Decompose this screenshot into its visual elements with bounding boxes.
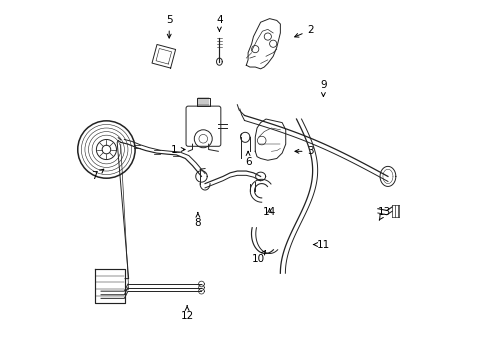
Text: 10: 10 — [252, 251, 265, 264]
Text: 4: 4 — [216, 15, 222, 31]
Text: 8: 8 — [194, 212, 201, 228]
Text: 7: 7 — [91, 169, 103, 181]
Text: 13: 13 — [377, 207, 390, 220]
Text: 9: 9 — [320, 80, 326, 96]
Text: 5: 5 — [165, 15, 172, 38]
Text: 14: 14 — [263, 207, 276, 217]
Text: 2: 2 — [294, 25, 313, 37]
Text: 12: 12 — [180, 306, 193, 321]
Text: 1: 1 — [171, 144, 184, 154]
Text: 6: 6 — [244, 151, 251, 167]
Text: 11: 11 — [313, 239, 329, 249]
Text: 3: 3 — [294, 146, 313, 156]
